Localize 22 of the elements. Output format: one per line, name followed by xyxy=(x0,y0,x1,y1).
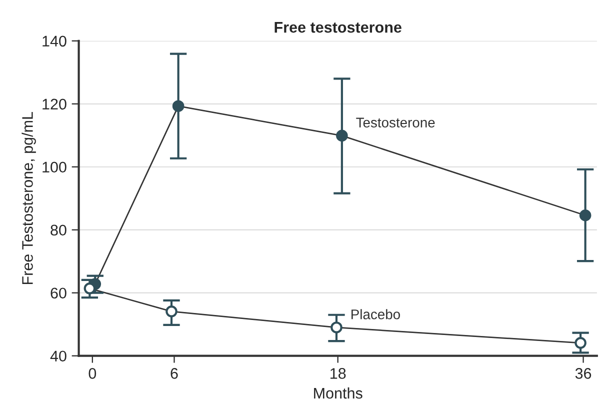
y-tick-label: 140 xyxy=(42,36,66,47)
chart-title: Free testosterone xyxy=(274,22,402,33)
point xyxy=(172,100,184,112)
point xyxy=(330,322,342,334)
y-tick-label: 120 xyxy=(42,98,66,110)
point xyxy=(166,306,178,318)
x-tick-label: 6 xyxy=(170,368,178,379)
series-label: Testosterone xyxy=(356,118,435,128)
x-tick-label: 36 xyxy=(575,368,592,379)
x-axis-title: Months xyxy=(314,387,362,399)
series-label: Placebo xyxy=(352,309,400,320)
y-tick-label: 80 xyxy=(50,224,66,236)
y-tick-label: 40 xyxy=(50,350,66,362)
point xyxy=(336,130,348,142)
y-tick-label: 100 xyxy=(42,162,66,173)
y-axis-title: Free Testosterone, pg/mL xyxy=(22,112,36,284)
x-tick-label: 0 xyxy=(88,368,96,379)
y-tick-label: 60 xyxy=(50,288,66,299)
point xyxy=(84,282,96,294)
point xyxy=(574,337,586,349)
x-tick-label: 18 xyxy=(330,368,346,379)
point xyxy=(579,209,592,222)
